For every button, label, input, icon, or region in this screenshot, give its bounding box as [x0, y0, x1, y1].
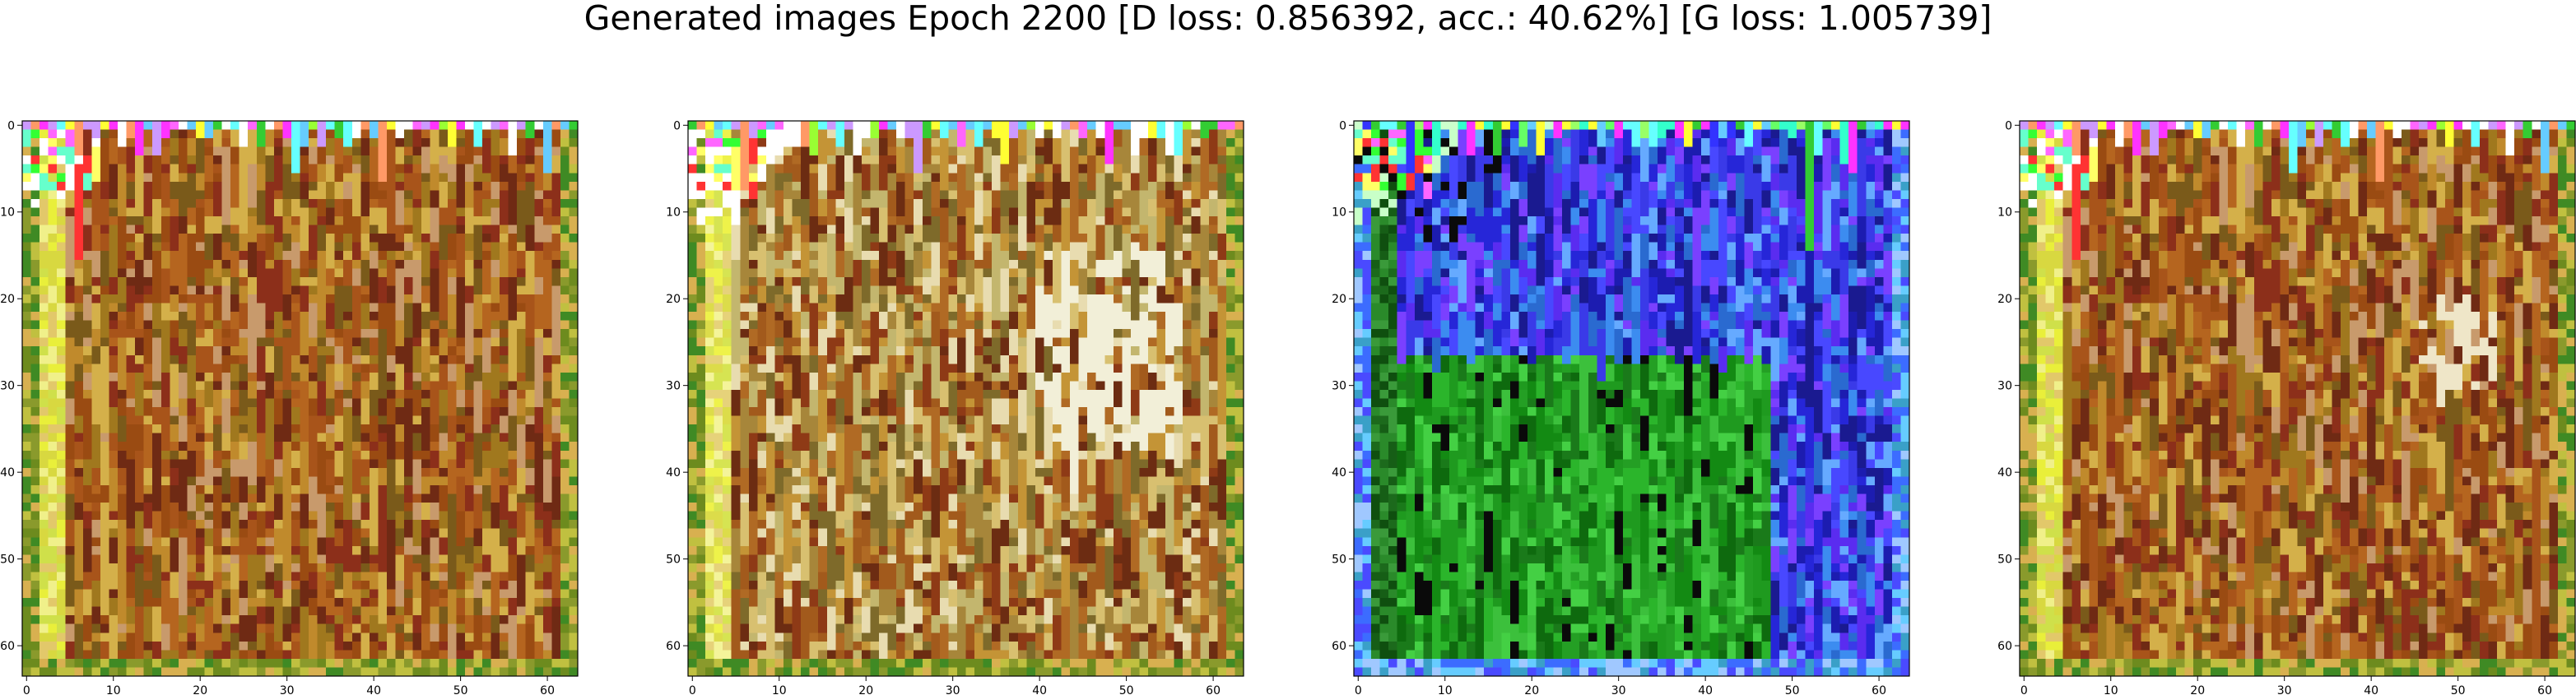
- x-tick-label: 60: [2537, 684, 2552, 695]
- y-tick-label: 60: [0, 640, 15, 653]
- x-tick-label: 30: [946, 684, 960, 695]
- y-tick-label: 20: [0, 293, 15, 306]
- y-tick-label: 10: [666, 206, 681, 220]
- x-tick-label: 20: [858, 684, 873, 695]
- y-tick-label: 50: [1997, 554, 2012, 567]
- generated-image-panel-1: 0 10 20 30 40 50 60 0 10 20 30 40 50 60: [0, 119, 578, 695]
- y-tick-label: 40: [1332, 466, 1346, 480]
- x-tick-label: 40: [1698, 684, 1713, 695]
- generated-image-panel-2: 0 10 20 30 40 50 60 0 10 20 30 40 50 60: [666, 119, 1244, 695]
- y-tick-label: 0: [673, 119, 681, 132]
- y-tick-label: 40: [0, 466, 15, 480]
- generated-image-pixels: [688, 121, 1244, 677]
- y-tick-label: 30: [0, 380, 15, 393]
- y-tick-label: 20: [1332, 293, 1346, 306]
- y-tick-label: 50: [666, 554, 681, 567]
- y-tick-label: 10: [1997, 206, 2012, 220]
- y-tick-label: 0: [1339, 119, 1346, 132]
- x-tick-label: 10: [1438, 684, 1453, 695]
- y-tick-label: 20: [666, 293, 681, 306]
- x-tick-label: 50: [2451, 684, 2466, 695]
- generated-image-pixels: [2020, 121, 2576, 677]
- y-tick-label: 0: [2005, 119, 2012, 132]
- y-tick-label: 30: [666, 380, 681, 393]
- generated-image-pixels: [22, 121, 579, 677]
- x-tick-label: 10: [2104, 684, 2118, 695]
- x-tick-label: 60: [1206, 684, 1221, 695]
- y-tick-label: 60: [1332, 640, 1346, 653]
- x-tick-label: 0: [689, 684, 696, 695]
- x-tick-label: 0: [23, 684, 30, 695]
- x-tick-label: 50: [1785, 684, 1800, 695]
- x-tick-label: 60: [540, 684, 555, 695]
- x-tick-label: 10: [106, 684, 121, 695]
- x-tick-label: 40: [366, 684, 381, 695]
- x-tick-label: 50: [453, 684, 468, 695]
- generated-image-pixels: [1354, 121, 1910, 677]
- x-tick-label: 30: [280, 684, 295, 695]
- x-tick-label: 30: [1611, 684, 1626, 695]
- y-tick-label: 30: [1997, 380, 2012, 393]
- y-tick-label: 30: [1332, 380, 1346, 393]
- y-tick-label: 10: [0, 206, 15, 220]
- x-tick-label: 60: [1872, 684, 1886, 695]
- y-tick-label: 10: [1332, 206, 1346, 220]
- x-tick-label: 40: [1032, 684, 1047, 695]
- y-tick-label: 0: [7, 119, 15, 132]
- x-tick-label: 0: [2020, 684, 2028, 695]
- y-tick-label: 40: [666, 466, 681, 480]
- y-tick-label: 60: [1997, 640, 2012, 653]
- x-tick-label: 20: [1524, 684, 1539, 695]
- x-tick-label: 50: [1119, 684, 1134, 695]
- x-tick-label: 20: [193, 684, 207, 695]
- x-tick-label: 20: [2190, 684, 2205, 695]
- y-tick-label: 50: [0, 554, 15, 567]
- x-tick-label: 30: [2277, 684, 2292, 695]
- x-tick-label: 10: [772, 684, 787, 695]
- x-tick-label: 40: [2364, 684, 2378, 695]
- y-tick-label: 50: [1332, 554, 1346, 567]
- y-tick-label: 20: [1997, 293, 2012, 306]
- y-tick-label: 40: [1997, 466, 2012, 480]
- generated-image-panel-3: 0 10 20 30 40 50 60 0 10 20 30 40 50 60: [1332, 119, 1909, 695]
- generated-image-panel-4: 0 10 20 30 40 50 60 0 10 20 30 40 50 60: [1997, 119, 2575, 695]
- y-tick-label: 60: [666, 640, 681, 653]
- x-tick-label: 0: [1355, 684, 1362, 695]
